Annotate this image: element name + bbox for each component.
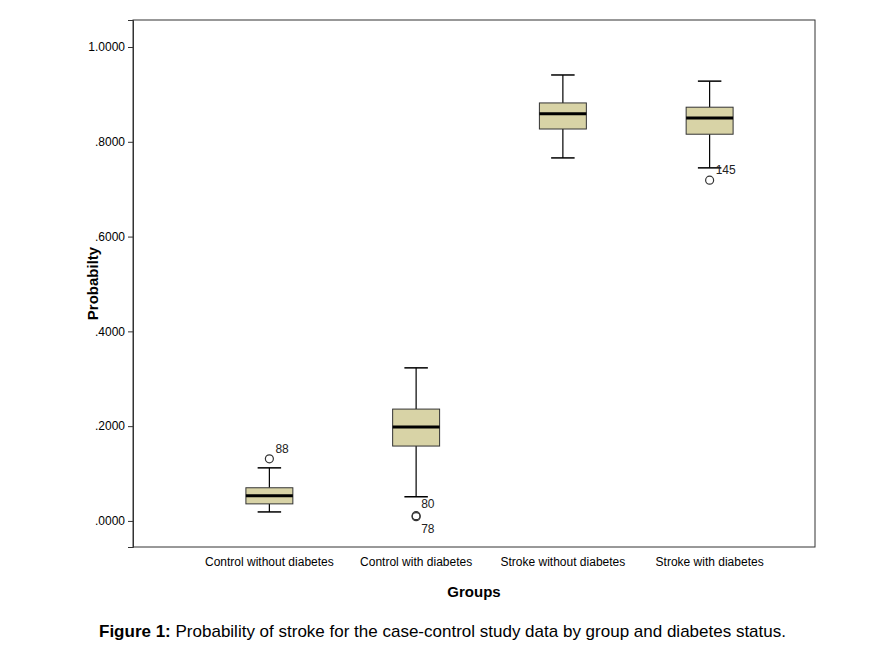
chart: .0000 .2000 .4000 .6000 .8000 1.0000 Control w… (0, 0, 885, 664)
y-tick-label: 1.0000 (88, 40, 125, 54)
y-tick: .8000 (95, 135, 133, 149)
x-axis-title: Groups (447, 583, 500, 600)
y-tick-label: .0000 (95, 514, 125, 528)
whisker (562, 129, 563, 158)
plot-frame (133, 20, 815, 547)
whisker (709, 134, 710, 168)
x-tick-label: Control without diabetes (205, 555, 334, 569)
outlier (412, 512, 420, 520)
whisker (416, 368, 417, 409)
box (686, 107, 733, 134)
whisker (709, 81, 710, 107)
x-tick-label: Control with diabetes (360, 555, 472, 569)
x-tick: Control without diabetes (205, 555, 334, 569)
y-tick: .4000 (95, 325, 133, 339)
box-plot (246, 455, 293, 512)
box-plot (539, 75, 586, 158)
y-tick-mark (128, 237, 133, 238)
whisker (269, 468, 270, 488)
x-tick-label: Stroke without diabetes (501, 555, 626, 569)
whisker (562, 75, 563, 103)
whisker-cap (551, 74, 574, 76)
box (246, 488, 293, 504)
outlier (706, 176, 714, 184)
y-tick-label: .8000 (95, 135, 125, 149)
y-tick-mark (128, 47, 133, 48)
outlier-label: 80 (421, 497, 435, 511)
x-tick-label: Stroke with diabetes (656, 555, 764, 569)
y-tick: .6000 (95, 230, 133, 244)
y-tick-label: .6000 (95, 230, 125, 244)
median (393, 426, 440, 429)
whisker-cap (404, 367, 427, 369)
y-tick: .2000 (95, 419, 133, 433)
median (539, 112, 586, 115)
box (393, 409, 440, 446)
whisker-cap (258, 467, 281, 469)
x-axis: Control without diabetes Control with dia… (205, 555, 764, 569)
boxes (246, 75, 733, 521)
y-tick-label: .4000 (95, 325, 125, 339)
whisker-cap (698, 80, 721, 82)
y-tick-label: .2000 (95, 419, 125, 433)
box (539, 103, 586, 129)
median (246, 494, 293, 497)
y-axis-title: Probabilty (84, 246, 101, 320)
outlier (265, 455, 273, 463)
y-tick-mark (128, 521, 133, 522)
whisker (269, 504, 270, 512)
whisker-cap (258, 511, 281, 513)
outlier-label: 145 (716, 163, 736, 177)
title: Figure 1: Probability of stroke for the … (99, 622, 786, 641)
outlier (412, 513, 420, 521)
y-tick-mark (128, 142, 133, 143)
y-tick: 1.0000 (88, 40, 133, 54)
outlier-label: 78 (421, 522, 435, 536)
y-tick: .0000 (95, 514, 133, 528)
median (686, 117, 733, 120)
whisker-cap (551, 157, 574, 159)
outlier-labels: 88 80 78 145 (275, 163, 736, 535)
x-tick: Stroke without diabetes (501, 555, 626, 569)
x-tick: Stroke with diabetes (656, 555, 764, 569)
y-tick-mark (128, 426, 133, 427)
x-tick: Control with diabetes (360, 555, 472, 569)
outlier-label: 88 (275, 442, 289, 456)
y-tick-mark (128, 331, 133, 332)
whisker (416, 446, 417, 497)
box-plot (393, 368, 440, 521)
y-axis-line (128, 21, 134, 548)
